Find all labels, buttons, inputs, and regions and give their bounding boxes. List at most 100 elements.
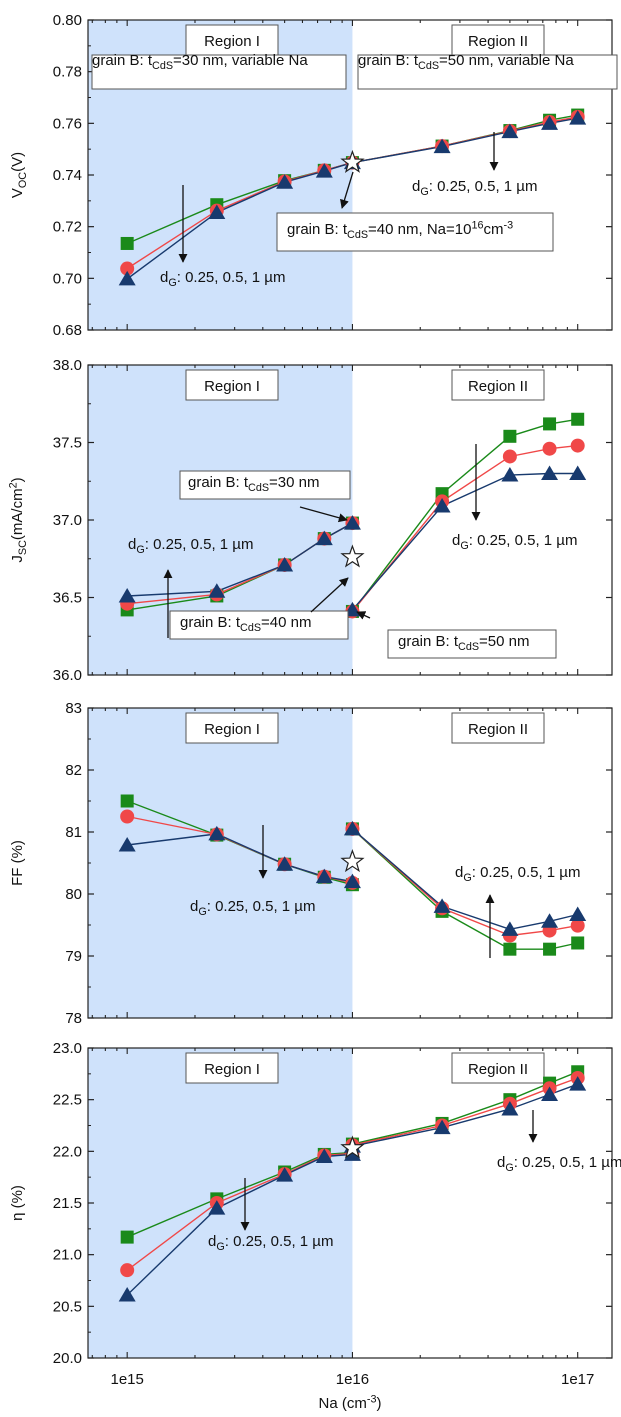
data-point-triangle <box>208 1200 226 1215</box>
x-axis-label-part: -3 <box>367 1393 377 1405</box>
y-axis-label-part: V <box>9 188 26 198</box>
annotation-b3: dG: 0.25, 0.5, 1 µm <box>452 532 577 552</box>
data-point-triangle <box>343 1146 361 1161</box>
data-point-triangle <box>541 115 559 130</box>
data-point-triangle <box>569 1076 587 1091</box>
y-axis-label-part: J <box>9 555 26 563</box>
data-point-triangle <box>118 270 136 286</box>
annotation-c2-part: G <box>463 872 471 884</box>
annotation-a5-part: d <box>412 178 420 195</box>
region-label-box <box>451 712 545 744</box>
annotation-box <box>357 54 618 90</box>
annotation-b2-part: : 0.25, 0.5, 1 µm <box>145 536 254 553</box>
region-ii-label: Region II <box>468 378 528 395</box>
data-point-square <box>120 794 134 808</box>
data-point-square <box>543 417 557 431</box>
annotation-b4: grain B: tCdS=40 nm <box>180 614 312 634</box>
data-point-triangle <box>569 906 587 921</box>
data-point-triangle <box>501 467 519 482</box>
data-point-triangle <box>343 873 361 889</box>
annotation-d1: dG: 0.25, 0.5, 1 µm <box>208 1233 333 1253</box>
data-point-triangle <box>541 913 559 928</box>
annotation-b2-part: d <box>128 536 136 553</box>
annotation-b4-part: grain B: t <box>180 614 241 631</box>
y-tick-label: 0.76 <box>53 115 82 132</box>
y-axis-label: JSC(mA/cm2) <box>7 477 29 562</box>
data-point-square <box>571 936 585 950</box>
y-tick-label: 23.0 <box>53 1040 82 1057</box>
data-point-triangle <box>276 856 294 871</box>
annotation-b5-part: =50 nm <box>479 633 529 650</box>
data-point-triangle <box>433 498 451 513</box>
annotation-c1: dG: 0.25, 0.5, 1 µm <box>190 898 315 918</box>
y-tick-label: 0.68 <box>53 322 82 339</box>
data-point-triangle <box>315 1148 333 1163</box>
data-point-triangle <box>541 465 559 480</box>
annotation-c2: dG: 0.25, 0.5, 1 µm <box>455 864 580 884</box>
annotation-a5: dG: 0.25, 0.5, 1 µm <box>412 178 537 198</box>
annotation-d2: dG: 0.25, 0.5, 1 µm <box>497 1154 621 1174</box>
annotation-a1-part: CdS <box>152 60 173 72</box>
x-tick-label: 1e15 <box>110 1371 143 1388</box>
data-point-triangle <box>501 921 519 936</box>
y-tick-label: 20.0 <box>53 1350 82 1367</box>
annotation-c1-part: G <box>198 906 206 918</box>
y-axis-label-part: OC <box>17 172 29 188</box>
annotation-box <box>387 629 557 659</box>
y-tick-label: 22.0 <box>53 1143 82 1160</box>
annotation-b1: grain B: tCdS=30 nm <box>188 474 320 494</box>
y-axis-label-part: (mA/cm <box>9 488 26 540</box>
annotation-box <box>169 610 349 640</box>
data-point-triangle <box>208 583 226 598</box>
star-marker <box>340 1135 365 1159</box>
data-point-triangle <box>315 530 333 546</box>
x-axis-label-part: ) <box>376 1395 381 1412</box>
annotation-b4-part: CdS <box>240 622 261 634</box>
annotation-box <box>179 470 351 500</box>
data-point-triangle <box>276 174 294 189</box>
region-i-label: Region I <box>204 378 260 395</box>
panel-4: 20.0 20.5 21.0 21.5 22.0 22.5 23.0 η (%) Region … <box>9 1040 621 1367</box>
annotation-b5-part: CdS <box>458 641 479 653</box>
data-point-triangle <box>315 163 333 178</box>
annotation-b3-part: : 0.25, 0.5, 1 µm <box>469 532 578 549</box>
y-tick-label: 0.70 <box>53 270 82 287</box>
annotation-a2: grain B: tCdS=50 nm, variable Na <box>358 52 574 72</box>
region-i-label: Region I <box>204 721 260 738</box>
y-axis-label-part: FF (%) <box>9 840 26 886</box>
data-point-triangle <box>433 898 451 913</box>
annotation-a1: grain B: tCdS=30 nm, variable Na <box>92 52 308 72</box>
data-point-triangle <box>541 1086 559 1101</box>
y-tick-label: 78 <box>65 1010 82 1027</box>
data-point-circle <box>120 809 135 824</box>
data-point-circle <box>120 261 135 276</box>
y-axis-label-part: η (%) <box>9 1185 26 1221</box>
region-label-box <box>185 1052 279 1084</box>
region-ii-label: Region II <box>468 33 528 50</box>
y-tick-label: 82 <box>65 762 82 779</box>
annotation-a4-part: =40 nm, Na=10 <box>368 221 471 238</box>
data-point-square <box>503 429 517 443</box>
y-axis-label-part: ) <box>9 477 26 482</box>
annotation-arrow <box>340 171 354 209</box>
annotation-a2-part: =50 nm, variable Na <box>439 52 574 69</box>
data-point-triangle <box>433 1119 451 1135</box>
star-marker <box>340 544 365 568</box>
annotation-c2-part: d <box>455 864 463 881</box>
star-marker <box>340 149 365 173</box>
annotation-c1-part: : 0.25, 0.5, 1 µm <box>207 898 316 915</box>
annotation-b1-part: =30 nm <box>269 474 319 491</box>
annotation-b4-part: =40 nm <box>261 614 311 631</box>
y-tick-label: 21.5 <box>53 1195 82 1212</box>
data-point-triangle <box>569 110 587 125</box>
y-tick-label: 79 <box>65 948 82 965</box>
region-label-box <box>451 369 545 401</box>
y-axis-label: FF (%) <box>9 840 26 886</box>
data-point-circle <box>542 441 557 456</box>
annotation-c2-part: : 0.25, 0.5, 1 µm <box>472 864 581 881</box>
region-label-box <box>185 369 279 401</box>
annotation-c1-part: d <box>190 898 198 915</box>
y-tick-label: 81 <box>65 824 82 841</box>
